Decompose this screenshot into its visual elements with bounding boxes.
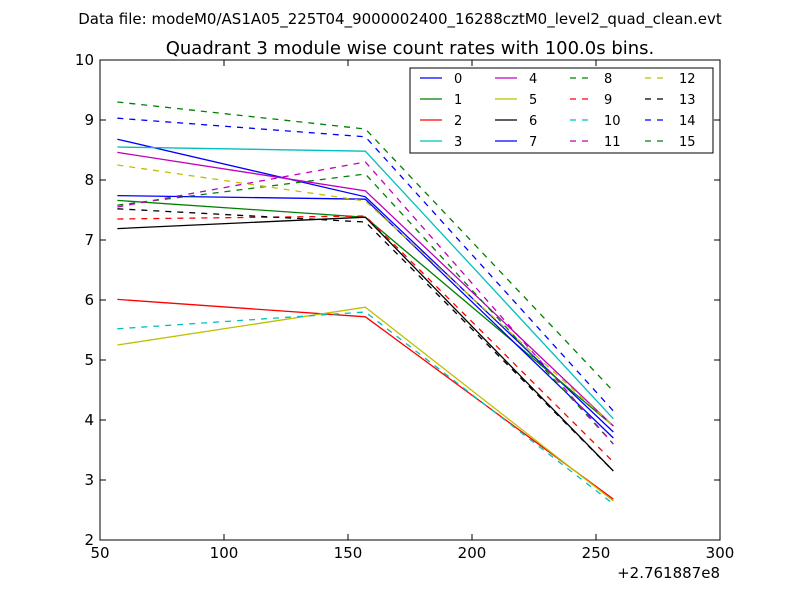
y-tick-label: 7 (84, 231, 94, 249)
x-tick-label: 200 (458, 544, 487, 562)
legend-label-14: 14 (679, 114, 696, 129)
figure-suptitle: Data file: modeM0/AS1A05_225T04_90000024… (78, 10, 722, 29)
y-tick-label: 9 (84, 111, 94, 129)
legend-label-15: 15 (679, 135, 696, 150)
series-line-7 (117, 194, 614, 439)
x-tick-label: 150 (334, 544, 363, 562)
series-line-2 (117, 298, 614, 500)
series-line-3 (117, 146, 614, 420)
legend-label-4: 4 (529, 72, 537, 87)
x-axis-offset-label: +2.761887e8 (617, 564, 720, 582)
x-tick-label: 50 (90, 544, 109, 562)
chart-title: Quadrant 3 module wise count rates with … (166, 38, 655, 59)
series-layer (117, 101, 614, 505)
x-tick-label: 250 (582, 544, 611, 562)
y-tick-label: 10 (75, 51, 94, 69)
y-tick-label: 8 (84, 171, 94, 189)
series-line-10 (117, 311, 614, 505)
y-tick-label: 4 (84, 411, 94, 429)
legend-label-0: 0 (454, 72, 462, 87)
series-line-12 (117, 164, 614, 427)
series-line-5 (117, 306, 614, 502)
series-line-11 (117, 161, 614, 445)
legend-label-5: 5 (529, 93, 537, 108)
series-line-8 (117, 173, 614, 445)
series-line-13 (117, 208, 614, 472)
y-tick-label: 5 (84, 351, 94, 369)
legend-label-3: 3 (454, 135, 462, 150)
legend-label-6: 6 (529, 114, 537, 129)
x-tick-label: 300 (706, 544, 735, 562)
y-tick-label: 3 (84, 471, 94, 489)
legend-label-8: 8 (604, 72, 612, 87)
series-line-4 (117, 151, 614, 427)
series-line-1 (117, 199, 614, 427)
legend-label-9: 9 (604, 93, 612, 108)
legend-label-7: 7 (529, 135, 537, 150)
legend-label-13: 13 (679, 93, 696, 108)
y-tick-label: 2 (84, 531, 94, 549)
y-tick-label: 6 (84, 291, 94, 309)
series-line-6 (117, 216, 614, 472)
legend-label-12: 12 (679, 72, 696, 87)
series-line-9 (117, 215, 614, 463)
legend-label-2: 2 (454, 114, 462, 129)
legend-label-1: 1 (454, 93, 462, 108)
series-line-14 (117, 117, 614, 412)
legend-label-10: 10 (604, 114, 621, 129)
x-tick-label: 100 (210, 544, 239, 562)
legend-box (409, 67, 714, 154)
legend-label-11: 11 (604, 135, 621, 150)
